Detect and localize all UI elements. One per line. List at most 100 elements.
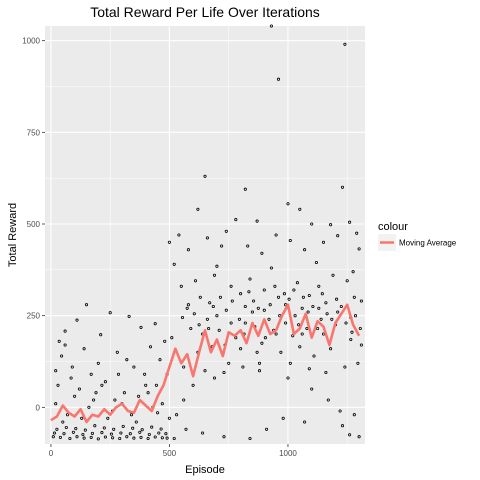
data-point [335, 297, 339, 301]
data-point [291, 334, 295, 338]
data-point [241, 365, 245, 369]
data-point [146, 391, 150, 395]
data-point [279, 350, 283, 354]
data-point [125, 358, 129, 362]
data-point [150, 425, 154, 429]
data-point [336, 234, 340, 238]
data-point [243, 321, 247, 325]
data-point [336, 310, 340, 314]
data-point [139, 435, 143, 439]
y-tick-label: 250 [27, 312, 41, 321]
data-point [54, 369, 58, 373]
data-point [293, 314, 297, 318]
data-point [310, 387, 314, 391]
data-point [288, 238, 292, 243]
x-axis-title: Episode [185, 464, 225, 476]
data-point [128, 432, 132, 436]
data-point [100, 431, 104, 435]
data-point [102, 426, 106, 430]
chart-title: Total Reward Per Life Over Iterations [90, 4, 320, 20]
y-axis-title: Total Reward [7, 203, 19, 267]
data-point [60, 354, 64, 358]
data-point [68, 436, 72, 441]
data-point [163, 339, 167, 343]
data-point [248, 277, 252, 281]
data-point [100, 383, 104, 387]
data-point [357, 435, 361, 439]
data-point [312, 354, 316, 358]
data-point [154, 383, 158, 387]
y-axis-ticks: 0 250 500 750 1000 [22, 37, 45, 412]
data-point [325, 312, 329, 316]
data-point [139, 325, 143, 329]
data-point [143, 372, 147, 376]
data-point [215, 264, 219, 268]
data-point [215, 314, 219, 318]
legend: colour Moving Average [378, 221, 457, 251]
data-point [94, 391, 98, 395]
data-point [260, 251, 264, 255]
data-point [284, 321, 288, 325]
data-point [109, 432, 113, 436]
data-point [193, 279, 198, 283]
data-point [203, 174, 207, 178]
data-point [348, 220, 352, 224]
data-point [357, 247, 361, 251]
data-point [331, 273, 335, 277]
data-point [220, 244, 224, 248]
data-point [186, 248, 190, 252]
data-point [292, 288, 296, 292]
data-point [274, 233, 278, 237]
data-point [239, 292, 243, 296]
data-point [153, 322, 157, 326]
data-point [70, 365, 74, 369]
data-point [255, 219, 259, 223]
data-point [189, 326, 193, 331]
legend-label-moving-average: Moving Average [399, 239, 457, 248]
data-point [297, 323, 301, 327]
data-point [350, 330, 354, 334]
x-axis-ticks: 0 500 1000 [49, 444, 297, 458]
data-point [82, 436, 86, 440]
data-point [157, 431, 161, 435]
data-point [218, 295, 222, 299]
data-point [186, 303, 190, 307]
data-point [75, 318, 79, 322]
data-point [343, 42, 347, 46]
data-point [160, 436, 164, 440]
data-point [321, 240, 326, 244]
data-point [140, 428, 144, 432]
data-point [340, 424, 345, 428]
moving-average-layer [50, 303, 361, 424]
data-point [262, 288, 266, 292]
data-point [132, 436, 136, 440]
data-point [74, 427, 78, 431]
data-point [267, 317, 271, 321]
data-point [224, 229, 228, 233]
data-point [358, 326, 362, 331]
data-point [324, 301, 328, 305]
data-point [348, 433, 352, 437]
data-point [184, 427, 188, 431]
data-point [326, 398, 330, 402]
moving-average-line [50, 303, 361, 424]
data-point [344, 321, 348, 325]
data-point [212, 273, 217, 277]
data-point [330, 317, 334, 321]
data-point [329, 223, 333, 227]
data-point [319, 317, 323, 321]
data-point [132, 365, 136, 369]
data-point [179, 284, 183, 288]
data-point [212, 376, 217, 380]
data-point [306, 310, 310, 314]
data-point [73, 394, 77, 398]
data-point [246, 244, 250, 248]
data-point [247, 290, 251, 294]
data-point [257, 369, 262, 373]
data-point [295, 281, 299, 285]
data-point [298, 207, 302, 211]
data-point [92, 398, 96, 402]
data-point [77, 387, 81, 391]
data-point [281, 416, 285, 420]
data-point [303, 248, 307, 252]
